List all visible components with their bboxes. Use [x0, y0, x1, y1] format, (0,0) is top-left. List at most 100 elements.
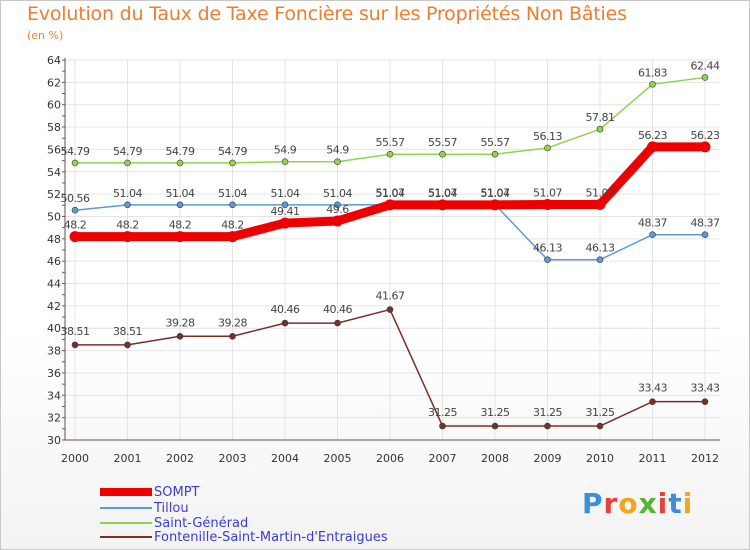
x-tick-label: 2005 — [324, 452, 352, 465]
data-label: 48.2 — [221, 219, 244, 232]
legend-label: SOMPT — [154, 484, 200, 500]
data-label: 33.43 — [638, 382, 667, 395]
data-label: 39.28 — [166, 316, 195, 329]
data-label: 48.2 — [116, 219, 139, 232]
axes: 30 32 34 36 38 40 42 44 46 48 50 52 54 56 58 60 62 64 2000… — [47, 54, 720, 465]
data-point — [229, 332, 236, 340]
x-tick-label: 2004 — [271, 452, 299, 465]
x-tick-label: 2003 — [219, 452, 247, 465]
data-point — [386, 306, 394, 313]
logo-letter: P — [582, 487, 604, 520]
data-point — [334, 158, 341, 166]
data-label: 51.07 — [376, 187, 405, 200]
logo-letter: i — [657, 487, 669, 520]
data-label: 48.37 — [638, 217, 667, 230]
x-tick-label: 2001 — [114, 452, 142, 465]
data-point — [334, 319, 341, 327]
grid — [65, 59, 720, 441]
logo-letter: x — [638, 487, 658, 520]
data-label: 40.46 — [271, 303, 300, 316]
data-label: 51.07 — [428, 187, 457, 200]
x-tick-label: 2011 — [639, 452, 667, 465]
data-point — [332, 215, 343, 227]
data-label: 38.51 — [113, 325, 142, 338]
data-labels: 48.2 48.2 48.2 48.2 49.41 49.6 51.04 51.04 51.04… — [61, 59, 721, 419]
data-point — [122, 231, 133, 243]
x-tick-label: 2008 — [481, 452, 509, 465]
y-tick-label: 30 — [47, 434, 61, 447]
data-point — [124, 159, 131, 167]
data-point — [281, 201, 289, 209]
data-label: 46.13 — [586, 242, 615, 255]
data-point — [227, 231, 238, 243]
data-label: 51.04 — [113, 187, 142, 200]
data-label: 54.79 — [218, 145, 247, 158]
data-point — [439, 150, 446, 158]
logo-letter: t — [668, 487, 683, 520]
legend-label: Saint-Générad — [154, 515, 249, 531]
chart-title: Evolution du Taux de Taxe Foncière sur l… — [27, 3, 627, 25]
data-point — [279, 217, 291, 229]
data-point — [544, 422, 551, 430]
data-label: 56.23 — [691, 129, 720, 142]
legend-item: Tillou — [100, 500, 189, 516]
legend-swatch — [100, 488, 152, 496]
data-point — [71, 206, 79, 214]
data-label: 51.04 — [428, 187, 457, 200]
logo-letter: r — [603, 487, 619, 520]
data-point — [439, 422, 446, 430]
x-tick-label: 2000 — [61, 452, 89, 465]
data-label: 39.28 — [218, 316, 247, 329]
data-point — [176, 201, 184, 209]
logo-letter: i — [682, 487, 694, 520]
data-point — [649, 231, 656, 238]
x-tick-label: 2006 — [376, 452, 404, 465]
proxiti-logo: Proxiti — [582, 487, 693, 520]
data-label: 54.79 — [166, 145, 195, 158]
data-point — [124, 341, 131, 349]
data-label: 51.04 — [166, 187, 195, 200]
x-tick-label: 2009 — [534, 452, 562, 465]
data-point — [386, 150, 394, 158]
data-point — [281, 158, 289, 166]
data-label: 51.04 — [323, 187, 352, 200]
data-label: 50.56 — [61, 192, 90, 205]
data-point — [174, 231, 186, 243]
data-point — [544, 144, 551, 152]
data-point — [542, 199, 553, 211]
y-tick-label: 62 — [47, 76, 61, 89]
data-point — [229, 201, 236, 209]
data-label: 57.81 — [586, 111, 615, 124]
logo-letter: o — [618, 487, 639, 520]
y-tick-label: 64 — [47, 54, 61, 67]
data-label: 31.25 — [533, 406, 562, 419]
data-label: 31.25 — [428, 406, 457, 419]
data-point — [649, 80, 656, 88]
y-tick-label: 32 — [47, 412, 61, 425]
legend-item: Fontenille-Saint-Martin-d'Entraigues — [100, 530, 388, 545]
y-tick-label: 42 — [47, 300, 61, 313]
data-point — [334, 201, 341, 209]
data-label: 55.57 — [428, 136, 457, 149]
data-point — [281, 319, 289, 327]
series — [69, 74, 711, 430]
data-label: 31.25 — [586, 406, 615, 419]
y-tick-label: 38 — [47, 345, 61, 358]
y-tick-label: 58 — [47, 121, 61, 134]
data-label: 49.41 — [271, 205, 300, 218]
legend-swatch — [100, 536, 152, 538]
legend-label: Tillou — [154, 500, 189, 516]
data-label: 38.51 — [61, 325, 90, 338]
chart-subtitle: (en %) — [27, 29, 64, 42]
data-point — [489, 199, 501, 211]
data-label: 54.9 — [326, 144, 349, 157]
y-tick-label: 36 — [47, 367, 61, 380]
data-label: 40.46 — [323, 303, 352, 316]
data-point — [384, 199, 396, 211]
data-label: 33.43 — [691, 382, 720, 395]
data-label: 51.04 — [481, 187, 510, 200]
y-tick-label: 48 — [47, 233, 61, 246]
data-point — [699, 141, 711, 153]
data-label: 51.04 — [218, 187, 247, 200]
